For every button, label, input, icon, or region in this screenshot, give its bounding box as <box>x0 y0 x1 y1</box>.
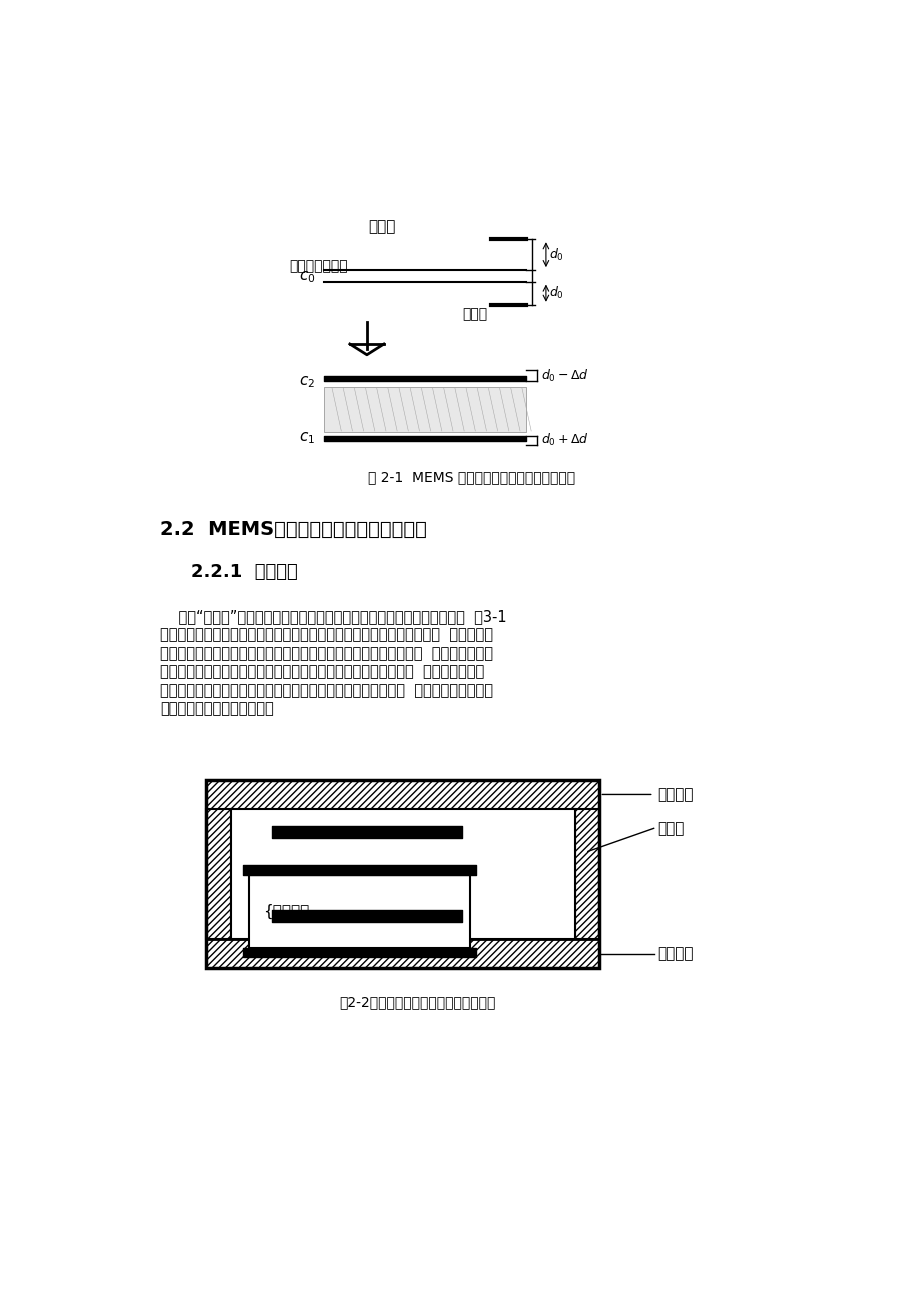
Text: $c_2$: $c_2$ <box>299 375 315 390</box>
Text: $d_0$: $d_0$ <box>549 285 563 302</box>
Text: 刚电极（检测康: 刚电极（检测康 <box>289 259 347 273</box>
Polygon shape <box>206 939 598 968</box>
Text: $c_0$: $c_0$ <box>299 269 315 285</box>
Polygon shape <box>206 779 598 809</box>
Text: 所谓“三明治”结构，就是指检测质量夹在两块玻璃片之间的结构形式，如  图3-1: 所谓“三明治”结构，就是指检测质量夹在两块玻璃片之间的结构形式，如 图3-1 <box>160 609 506 624</box>
Text: 能测量的最大加速度値较小。: 能测量的最大加速度値较小。 <box>160 701 274 717</box>
Text: 固定电: 固定电 <box>461 307 487 321</box>
Polygon shape <box>206 809 231 939</box>
Text: 固定电极: 固定电极 <box>657 946 693 961</box>
Text: 速度作用时，敏感质量块发生摆动，一对电容极板间的间距变大，而  另一对电容极板: 速度作用时，敏感质量块发生摆动，一对电容极板间的间距变大，而 另一对电容极板 <box>160 645 493 661</box>
Text: 图2-2三明治式电容加速度计结构示意图: 图2-2三明治式电容加速度计结构示意图 <box>339 995 495 1010</box>
Text: 所示。固定电极分布在活动电极两边，敏感质量块的上下两面均作为动极  板。当有加: 所示。固定电极分布在活动电极两边，敏感质量块的上下两面均作为动极 板。当有加 <box>160 627 493 643</box>
Polygon shape <box>323 388 525 432</box>
Polygon shape <box>249 874 470 947</box>
Text: $d_0$: $d_0$ <box>549 247 563 263</box>
Text: 多，器件加工制造难度较大；并因为悬臂支撑梁所能承受的应力  有限，这种传感器所: 多，器件加工制造难度较大；并因为悬臂支撑梁所能承受的应力 有限，这种传感器所 <box>160 683 493 697</box>
Text: $d_0-\Delta d$: $d_0-\Delta d$ <box>540 367 588 384</box>
Text: 2.2.1  三明治式: 2.2.1 三明治式 <box>191 562 298 580</box>
Text: $c_1$: $c_1$ <box>299 431 315 446</box>
Text: 2.2  MEMS电容加速度传感器的常见结构: 2.2 MEMS电容加速度传感器的常见结构 <box>160 519 426 539</box>
Text: 图 2-1  MEMS 电容式加速度传感器工作示意图: 图 2-1 MEMS 电容式加速度传感器工作示意图 <box>368 470 574 484</box>
Text: 闭的间距变小，从而形成差动检测电容。这种结构需要双面光刻，  加工工艺设备较: 闭的间距变小，从而形成差动检测电容。这种结构需要双面光刻， 加工工艺设备较 <box>160 665 483 679</box>
Text: 固定电极: 固定电极 <box>657 787 693 801</box>
Polygon shape <box>574 809 598 939</box>
Polygon shape <box>231 809 574 939</box>
Text: {敏感质量: {敏感质量 <box>263 903 309 919</box>
Text: 固定电: 固定电 <box>369 220 396 234</box>
Text: $d_0+\Delta d$: $d_0+\Delta d$ <box>540 432 588 449</box>
Text: 悬馦架: 悬馦架 <box>657 821 684 835</box>
